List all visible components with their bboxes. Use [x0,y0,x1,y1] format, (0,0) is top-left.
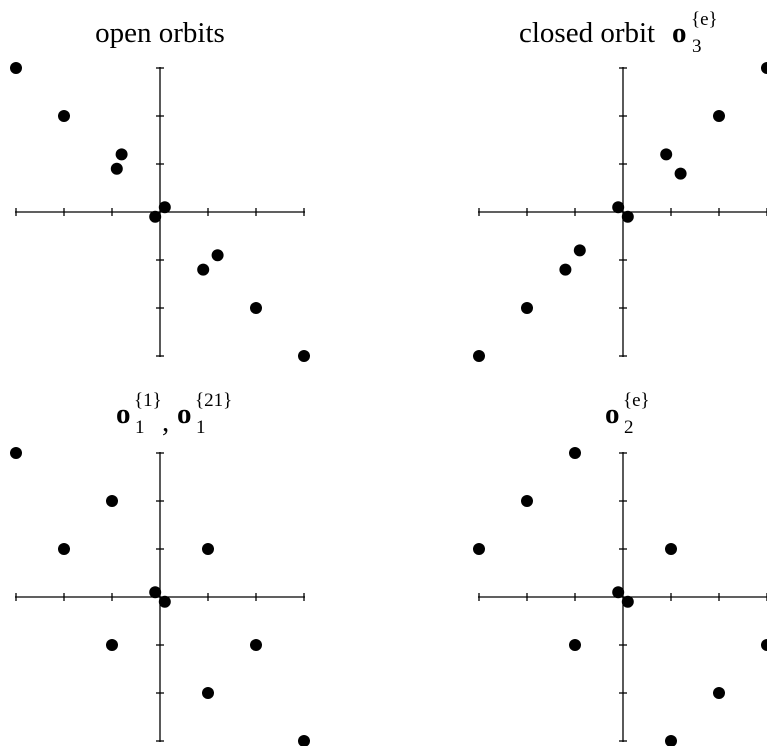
math-superscript: {1} [134,390,162,411]
math-symbol: o [116,398,131,430]
lattice-point [10,62,22,74]
lattice-point [158,201,171,214]
lattice-point [761,639,767,651]
lattice-point [473,543,485,555]
lattice-point [197,263,210,276]
math-symbol: o [605,398,620,430]
lattice-point [621,595,634,608]
lattice-point [674,167,687,180]
lattice-point [713,687,725,699]
lattice-point [106,495,118,507]
lattice-point [115,148,128,161]
lattice-point [761,62,767,74]
math-symbol: o [672,17,687,49]
lattice-point [665,735,677,746]
axes [15,452,305,742]
math-subscript: 3 [692,36,702,57]
lattice-point [106,639,118,651]
lattice-point [660,148,673,161]
lattice-point [665,543,677,555]
lattice-point [559,263,572,276]
math-subscript: 2 [624,417,634,438]
lattice-point [110,162,123,175]
lattice-point [569,447,581,459]
lattice-point [569,639,581,651]
lattice-point [58,110,70,122]
points-layer [473,447,767,746]
lattice-point [149,586,162,599]
lattice-point [298,735,310,746]
lattice-point [250,302,262,314]
math-subscript: 1 [135,417,145,438]
math-superscript: {21} [195,390,232,411]
lattice-point [521,495,533,507]
math-subscript: 1 [196,417,206,438]
lattice-point [158,595,171,608]
lattice-point [10,447,22,459]
math-superscript: {e} [691,9,718,30]
panel-open-orbits: open orbits [10,17,310,362]
points-layer [473,62,767,362]
lattice-point [298,350,310,362]
lattice-point [202,687,214,699]
lattice-point [521,302,533,314]
panel-title: open orbits [95,17,225,49]
lattice-point [612,201,625,214]
lattice-point [621,210,634,223]
lattice-point [202,543,214,555]
lattice-point [713,110,725,122]
lattice-point [473,350,485,362]
comma-separator: , [162,406,169,438]
lattice-point [149,210,162,223]
math-symbol: o [177,398,192,430]
panel-closed-orbit: closed orbit o {e} 3 [473,9,767,362]
lattice-point [573,244,586,257]
axes [478,452,767,742]
panel-orbit-o1: o {1} 1 , o {21} 1 [10,390,310,746]
lattice-point [612,586,625,599]
lattice-point [211,249,224,262]
points-layer [10,447,310,746]
math-superscript: {e} [623,390,650,411]
lattice-point [250,639,262,651]
lattice-point [58,543,70,555]
axes [15,67,305,357]
axes [478,67,767,357]
panel-title: closed orbit [519,17,655,49]
panel-orbit-o2: o {e} 2 [473,390,767,746]
points-layer [10,62,310,362]
